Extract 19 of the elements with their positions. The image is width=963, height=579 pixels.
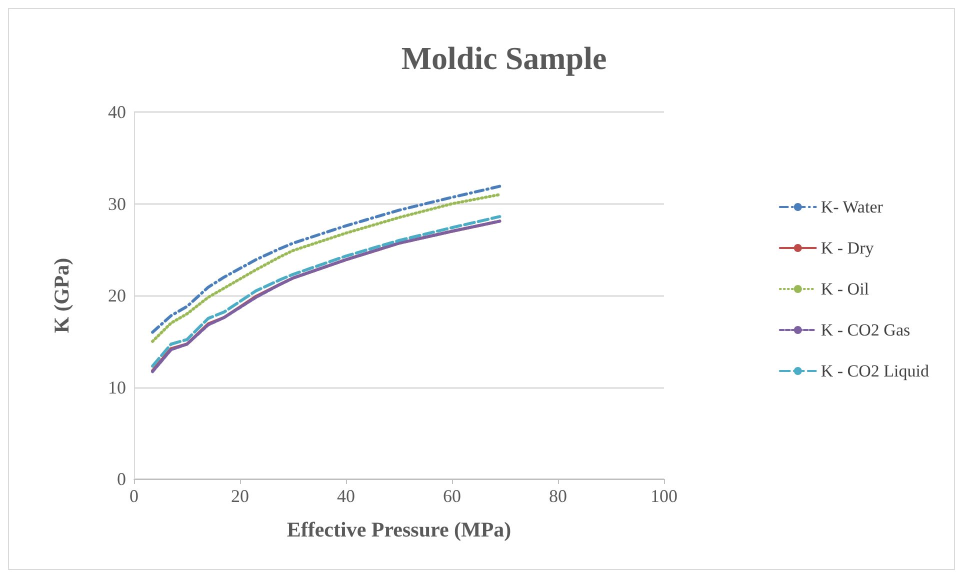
legend-label: K- Water — [820, 198, 884, 216]
y-axis-title: K (GPa) — [50, 258, 74, 334]
legend-label: K - Dry — [820, 238, 874, 258]
x-tick-label: 40 — [337, 486, 355, 506]
y-tick-label: 10 — [108, 377, 126, 398]
x-axis-title: Effective Pressure (MPa) — [286, 518, 512, 542]
x-tick-label: 20 — [231, 486, 249, 506]
y-tick-label: 20 — [108, 286, 126, 306]
legend-label: K - CO2 Liquid — [820, 362, 930, 380]
x-tick-label: 80 — [549, 486, 567, 506]
y-tick-label: 40 — [108, 102, 126, 122]
y-tick-label: 0 — [117, 469, 126, 489]
x-tick-label: 100 — [650, 486, 678, 506]
y-tick-label: 30 — [108, 194, 126, 214]
legend-label: K - CO2 Gas — [820, 320, 910, 340]
x-tick-label: 60 — [443, 486, 461, 506]
x-tick-label: 0 — [130, 486, 138, 506]
legend-label: K - Oil — [820, 280, 870, 298]
chart-title: Moldic Sample — [401, 40, 607, 76]
